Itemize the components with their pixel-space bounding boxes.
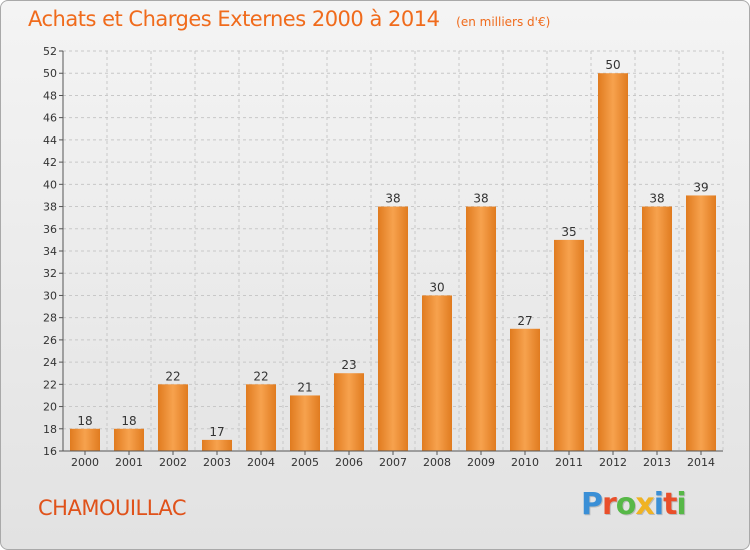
chart-unit: (en milliers d'€) [456, 15, 551, 29]
x-tick-label: 2003 [203, 456, 231, 469]
logo-letter: i [653, 487, 664, 522]
y-tick-label: 50 [43, 67, 57, 80]
x-tick-label: 2009 [467, 456, 495, 469]
bar-2002[interactable] [158, 384, 188, 451]
bar-2003[interactable] [202, 439, 232, 451]
bar-2011[interactable] [554, 239, 584, 451]
x-tick-label: 2012 [599, 456, 627, 469]
bar-value-label: 23 [341, 358, 356, 372]
bar-value-label: 30 [429, 280, 444, 294]
axis-layer: 16 18 20 22 24 26 28 30 32 34 36 38 40 42 44 46 48 50 52 20… [43, 45, 723, 469]
bar-2006[interactable] [334, 373, 364, 451]
x-tick-label: 2002 [159, 456, 187, 469]
logo-letter: o [615, 487, 637, 522]
bar-2009[interactable] [466, 206, 496, 451]
bar-2001[interactable] [114, 428, 144, 451]
bar-2005[interactable] [290, 395, 320, 451]
logo-letter: x [635, 487, 654, 522]
y-tick-label: 24 [43, 356, 57, 369]
y-tick-label: 40 [43, 178, 57, 191]
x-tick-label: 2004 [247, 456, 275, 469]
bar-value-label: 39 [693, 180, 708, 194]
x-tick-label: 2014 [687, 456, 715, 469]
x-tick-label: 2008 [423, 456, 451, 469]
x-tick-label: 2010 [511, 456, 539, 469]
proxiti-logo[interactable]: Proxiti [581, 487, 687, 522]
bar-2014[interactable] [686, 195, 716, 451]
bar-value-label: 18 [121, 414, 136, 428]
x-tick-label: 2001 [115, 456, 143, 469]
chart-title: Achats et Charges Externes 2000 à 2014 (… [28, 7, 550, 31]
y-tick-label: 16 [43, 445, 57, 458]
logo-letter: i [676, 487, 686, 522]
x-tick-label: 2006 [335, 456, 363, 469]
y-tick-label: 32 [43, 267, 57, 280]
bar-2007[interactable] [378, 206, 408, 451]
y-tick-label: 20 [43, 401, 57, 414]
bar-value-label: 35 [561, 225, 576, 239]
y-tick-label: 18 [43, 423, 57, 436]
x-tick-label: 2005 [291, 456, 319, 469]
x-tick-label: 2011 [555, 456, 583, 469]
bar-2013[interactable] [642, 206, 672, 451]
bar-value-label: 38 [473, 192, 488, 206]
y-tick-label: 48 [43, 89, 57, 102]
bar-2000[interactable] [70, 428, 100, 451]
logo-letter: t [663, 487, 677, 522]
bar-2004[interactable] [246, 384, 276, 451]
bar-value-label: 21 [297, 380, 312, 394]
x-tick-label: 2000 [71, 456, 99, 469]
logo-letter: P [581, 487, 603, 522]
y-tick-label: 26 [43, 334, 57, 347]
bar-value-label: 38 [385, 192, 400, 206]
bar-2010[interactable] [510, 328, 540, 451]
y-tick-label: 22 [43, 378, 57, 391]
bar-value-label: 27 [517, 314, 532, 328]
y-tick-label: 36 [43, 223, 57, 236]
bar-2008[interactable] [422, 295, 452, 451]
y-tick-label: 30 [43, 289, 57, 302]
bar-value-label: 18 [77, 414, 92, 428]
bar-2012[interactable] [598, 73, 628, 451]
bar-value-label: 50 [605, 58, 620, 72]
commune-name: CHAMOUILLAC [38, 496, 187, 520]
y-tick-label: 52 [43, 45, 57, 58]
chart-title-text: Achats et Charges Externes 2000 à 2014 [28, 7, 440, 31]
y-tick-label: 42 [43, 156, 57, 169]
x-tick-label: 2013 [643, 456, 671, 469]
bar-value-label: 38 [649, 192, 664, 206]
bar-value-label: 22 [165, 369, 180, 383]
bar-value-label: 22 [253, 369, 268, 383]
bar-value-label: 17 [209, 425, 224, 439]
y-tick-label: 28 [43, 312, 57, 325]
y-tick-label: 38 [43, 201, 57, 214]
logo-letter: r [602, 487, 617, 522]
bar-layer: 18 18 22 17 22 21 23 38 30 38 27 35 50 38 39 [70, 58, 716, 451]
x-tick-label: 2007 [379, 456, 407, 469]
y-tick-label: 46 [43, 112, 57, 125]
y-tick-label: 34 [43, 245, 57, 258]
y-tick-label: 44 [43, 134, 57, 147]
